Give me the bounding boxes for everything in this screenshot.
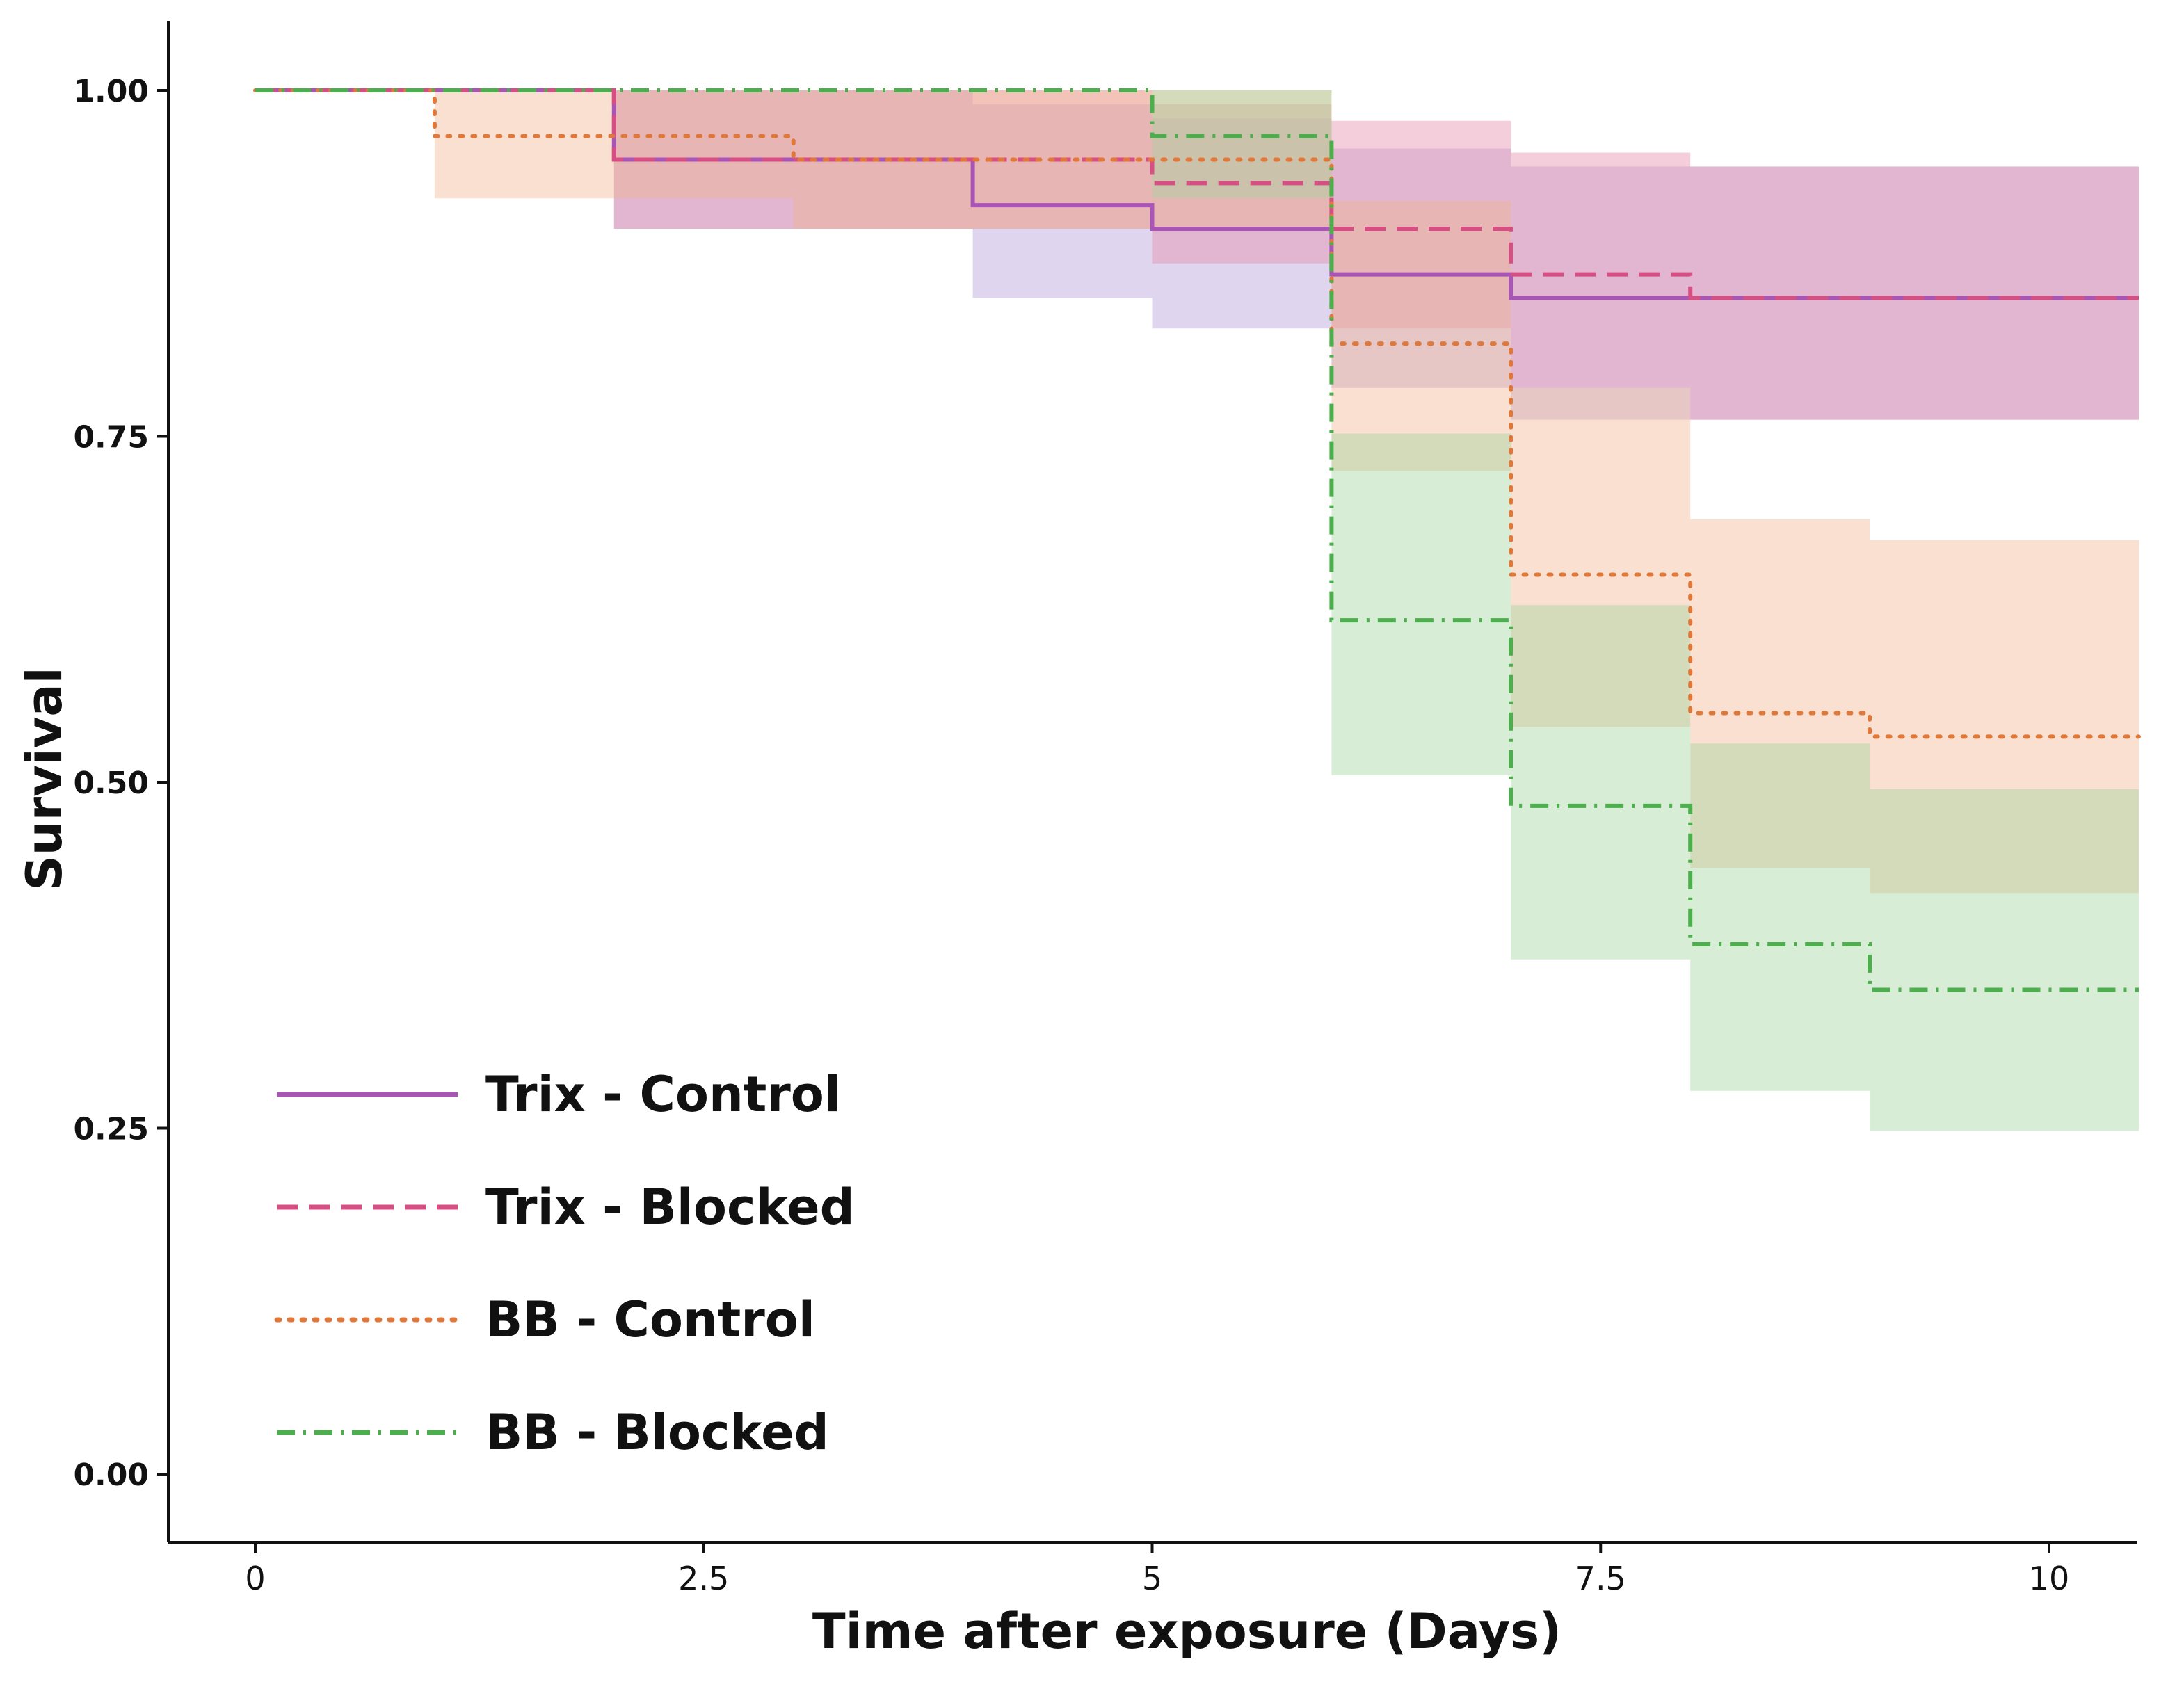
legend-label: Trix - Control xyxy=(485,1066,841,1123)
legend-label: Trix - Blocked xyxy=(485,1179,855,1236)
y-axis-title: Survival xyxy=(16,667,73,890)
confidence-band-0-3 xyxy=(1152,118,1332,329)
confidence-band-2-4 xyxy=(1511,387,1691,727)
confidence-band-1-3 xyxy=(1331,120,1511,329)
y-tick-label: 0.25 xyxy=(73,1112,149,1147)
series-line-bb-blocked xyxy=(255,88,2139,992)
x-tick-label: 5 xyxy=(1142,1560,1162,1597)
y-tick-label: 0.75 xyxy=(73,420,149,455)
axis-ticks: 0.00 0.25 0.50 0.75 1.00 0 2.5 5 7.5 10 xyxy=(73,74,2069,1597)
confidence-band-0-2 xyxy=(972,104,1153,298)
x-tick-label: 2.5 xyxy=(678,1560,729,1597)
x-tick-label: 0 xyxy=(245,1560,265,1597)
confidence-band-2-3 xyxy=(1331,201,1511,471)
legend: Trix - Control Trix - Blocked BB - Control… xyxy=(274,1066,855,1461)
x-tick-label: 10 xyxy=(2029,1560,2070,1597)
legend-label: BB - Blocked xyxy=(485,1404,829,1461)
confidence-band-1-5 xyxy=(1690,166,2139,420)
confidence-band-0-5 xyxy=(1511,166,2139,420)
y-tick-label: 0.50 xyxy=(73,766,149,801)
confidence-band-3-3 xyxy=(1511,605,1691,960)
survival-lines xyxy=(253,88,2141,992)
x-axis-title: Time after exposure (Days) xyxy=(812,1603,1561,1660)
confidence-band-0-4 xyxy=(1331,148,1511,388)
y-tick-label: 1.00 xyxy=(73,74,149,109)
x-tick-label: 7.5 xyxy=(1575,1560,1626,1597)
y-tick-label: 0.00 xyxy=(73,1457,149,1493)
confidence-band-2-5 xyxy=(1690,519,1870,868)
confidence-band-2-6 xyxy=(1870,540,2139,894)
confidence-band-3-4 xyxy=(1690,743,1870,1091)
confidence-band-3-1 xyxy=(1152,90,1332,199)
confidence-band-3-2 xyxy=(1331,433,1511,776)
confidence-band-3-5 xyxy=(1870,789,2139,1131)
legend-label: BB - Control xyxy=(485,1291,815,1348)
confidence-band-1-4 xyxy=(1511,152,1691,388)
series-line-bb-control xyxy=(253,88,2141,739)
